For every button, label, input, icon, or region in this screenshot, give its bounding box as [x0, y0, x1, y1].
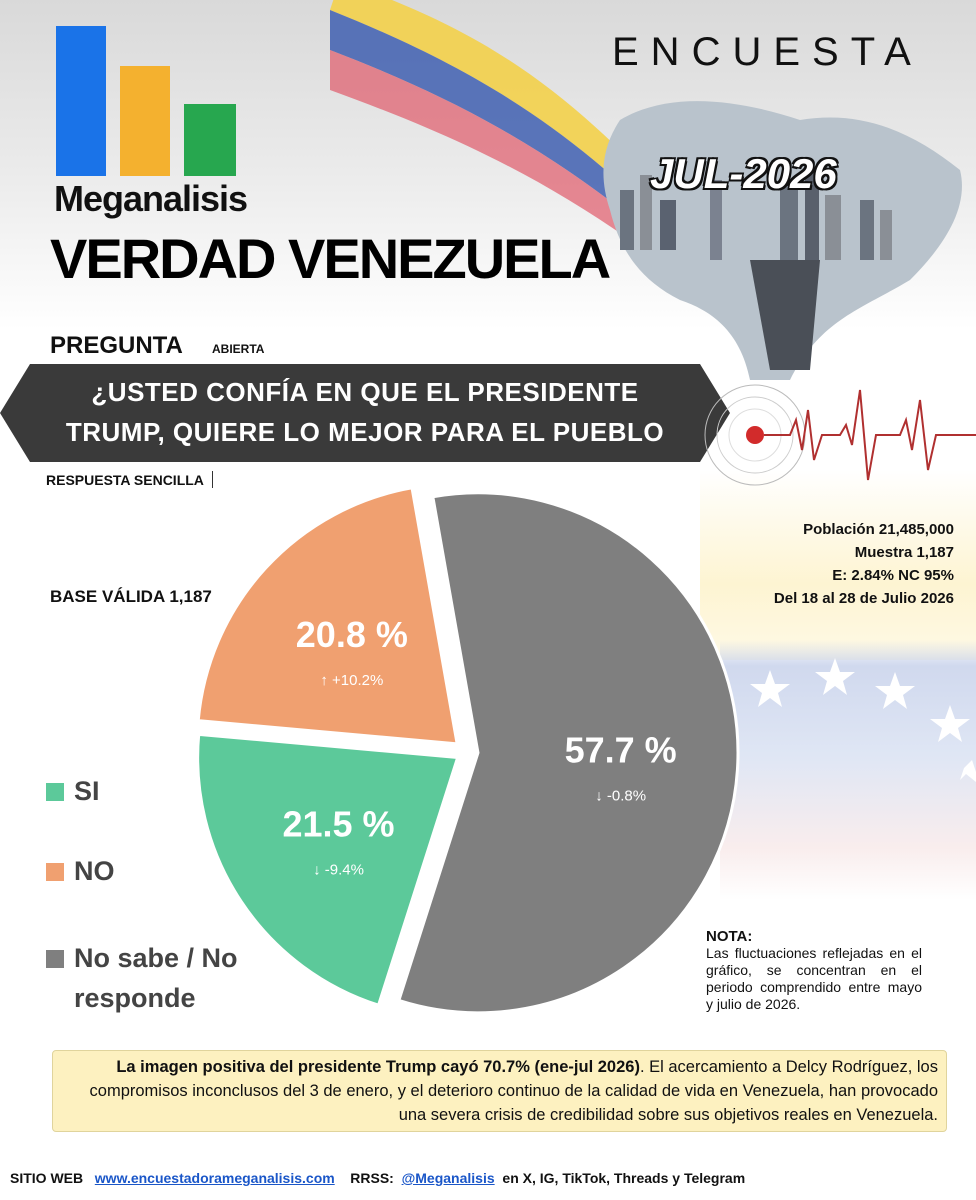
pie-change-label-no-sabe: ↓ -0.8% — [595, 787, 646, 804]
legend-item-no: NO — [46, 856, 115, 887]
pie-slice-si — [196, 732, 460, 1008]
population: Población 21,485,000 — [803, 521, 954, 538]
valid-base: BASE VÁLIDA 1,187 — [50, 587, 212, 606]
legend-swatch-si — [46, 783, 64, 801]
conclusion-bold: La imagen positiva del presidente Trump … — [116, 1058, 640, 1076]
venezuela-stars — [750, 658, 976, 782]
flag-yellow-band — [700, 470, 976, 660]
pie-chart: 57.7 % ↓ -0.8% 21.5 % ↓ -9.4% 20.8 % ↑ +10.2% — [196, 486, 740, 1015]
margin-of-error: E: 2.84% NC 95% — [832, 567, 954, 584]
legend-swatch-no — [46, 863, 64, 881]
question-banner — [0, 364, 730, 462]
legend-item-si: SI — [46, 776, 100, 807]
note-title: NOTA: — [706, 928, 753, 945]
question-label: PREGUNTA — [50, 332, 183, 359]
survey-period: Del 18 al 28 de Julio 2026 — [773, 590, 954, 607]
footer-social-handle[interactable]: @Meganalisis — [401, 1170, 495, 1186]
footer-web-link[interactable]: www.encuestadorameganalisis.com — [94, 1170, 335, 1186]
conclusion-rest: . El acercamiento a Delcy Rodríguez, los… — [89, 1058, 938, 1124]
heartbeat-line — [704, 384, 976, 486]
flag-blue-band — [720, 640, 976, 900]
footer-rrss-label: RRSS: — [350, 1170, 394, 1186]
survey-date: JUL-2026 — [650, 150, 837, 197]
note: NOTA: Las fluctuaciones reflejadas en el… — [706, 928, 922, 1013]
legend-swatch-no-sabe — [46, 950, 64, 968]
venezuela-map-city-image — [603, 101, 962, 380]
question-type: ABIERTA — [212, 342, 265, 356]
pie-change-label-si: ↓ -9.4% — [313, 862, 364, 879]
legend-label-si: SI — [74, 776, 100, 806]
footer-networks: en X, IG, TikTok, Threads y Telegram — [502, 1170, 746, 1186]
sample: Muestra 1,187 — [854, 544, 954, 561]
meganalisis-logo-bars — [56, 26, 236, 176]
legend-label-no-sabe: No sabe / No responde — [74, 943, 238, 1013]
legend-item-no-sabe: No sabe / No responde — [46, 938, 266, 1018]
pie-value-label-si: 21.5 % — [282, 804, 394, 845]
footer: SITIO WEB www.encuestadorameganalisis.co… — [10, 1170, 745, 1186]
pie-value-label-no-sabe: 57.7 % — [565, 729, 677, 770]
legend-label-no: NO — [74, 856, 115, 886]
technical-sheet: Población 21,485,000 Muestra 1,187 E: 2.… — [640, 518, 954, 610]
pie-value-label-no: 20.8 % — [296, 614, 408, 655]
page-title: VERDAD VENEZUELA — [50, 227, 611, 290]
survey-label: ENCUESTA — [612, 30, 923, 74]
pie-slice-no-sabe — [396, 491, 740, 1015]
footer-web-label: SITIO WEB — [10, 1170, 84, 1186]
answer-type-divider — [212, 471, 213, 488]
note-text: Las fluctuaciones reflejadas en el gráfi… — [706, 945, 922, 1012]
brand-name: Meganalisis — [54, 178, 248, 219]
answer-type: RESPUESTA SENCILLA — [46, 472, 204, 488]
flag-ribbon — [330, 0, 670, 240]
conclusion-box: La imagen positiva del presidente Trump … — [52, 1050, 947, 1132]
question-text: ¿USTED CONFÍA EN QUE EL PRESIDENTE TRUMP… — [65, 377, 665, 487]
pie-change-label-no: ↑ +10.2% — [320, 672, 383, 689]
pie-slice-no — [196, 486, 459, 746]
